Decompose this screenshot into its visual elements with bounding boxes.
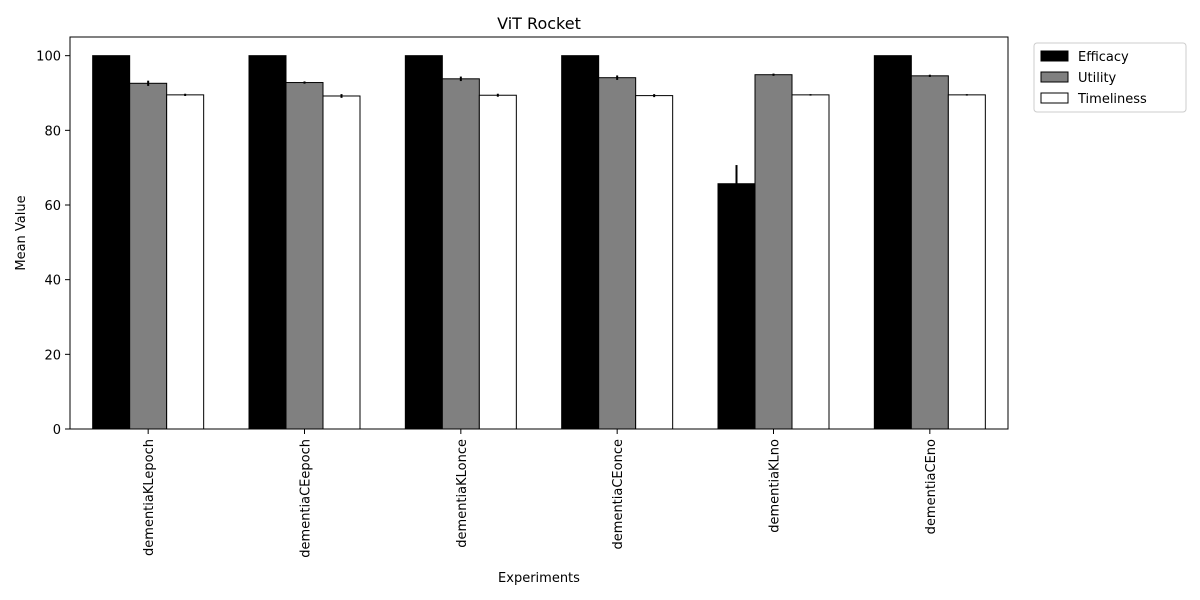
bar-timeliness-dementiaKLepoch <box>166 94 205 430</box>
y-tick-label: 0 <box>53 423 61 438</box>
bar-efficacy-dementiaKLonce <box>404 55 443 430</box>
bar-efficacy-dementiaCEno <box>873 55 912 430</box>
y-tick-label: 100 <box>36 50 61 65</box>
y-tick-label: 80 <box>44 124 61 139</box>
bar-timeliness-dementiaKLonce <box>478 94 517 430</box>
bar-efficacy-dementiaCEonce <box>561 55 600 430</box>
bar-timeliness-dementiaKLno <box>791 94 830 430</box>
x-tick-label: dementiaCEno <box>924 439 939 534</box>
legend-label-efficacy: Efficacy <box>1078 50 1129 65</box>
y-tick-label: 40 <box>44 274 61 289</box>
x-tick-label: dementiaKLonce <box>455 439 470 548</box>
bar-timeliness-dementiaCEno <box>947 94 986 430</box>
plot-frame <box>69 36 1009 430</box>
bar-timeliness-dementiaCEepoch <box>322 95 361 430</box>
chart-title: ViT Rocket <box>497 14 581 33</box>
bar-utility-dementiaKLepoch <box>129 82 168 430</box>
legend-box <box>1033 42 1187 113</box>
legend-swatch-utility <box>1040 71 1069 83</box>
x-tick-label: dementiaKLepoch <box>142 439 157 556</box>
bar-utility-dementiaCEepoch <box>285 82 324 430</box>
y-tick-label: 20 <box>44 348 61 363</box>
bar-utility-dementiaCEno <box>910 75 949 430</box>
bar-efficacy-dementiaKLno <box>717 183 756 430</box>
x-tick-label: dementiaCEonce <box>611 439 626 549</box>
legend-swatch-timeliness <box>1040 92 1069 104</box>
bar-timeliness-dementiaCEonce <box>635 95 674 430</box>
bar-utility-dementiaKLno <box>754 74 793 430</box>
legend-label-timeliness: Timeliness <box>1077 92 1147 107</box>
x-tick-label: dementiaKLno <box>768 439 783 533</box>
legend-label-utility: Utility <box>1078 71 1117 86</box>
y-tick-label: 60 <box>44 199 61 214</box>
legend: Efficacy Utility Timeliness <box>1033 42 1187 113</box>
bar-utility-dementiaKLonce <box>441 78 480 430</box>
bar-efficacy-dementiaCEepoch <box>248 55 287 430</box>
x-axis-label: Experiments <box>498 571 580 586</box>
bar-utility-dementiaCEonce <box>598 77 637 430</box>
x-tick-label: dementiaCEepoch <box>299 439 314 558</box>
bar-efficacy-dementiaKLepoch <box>92 55 131 430</box>
legend-swatch-efficacy <box>1040 50 1069 62</box>
y-axis-label: Mean Value <box>14 195 29 270</box>
